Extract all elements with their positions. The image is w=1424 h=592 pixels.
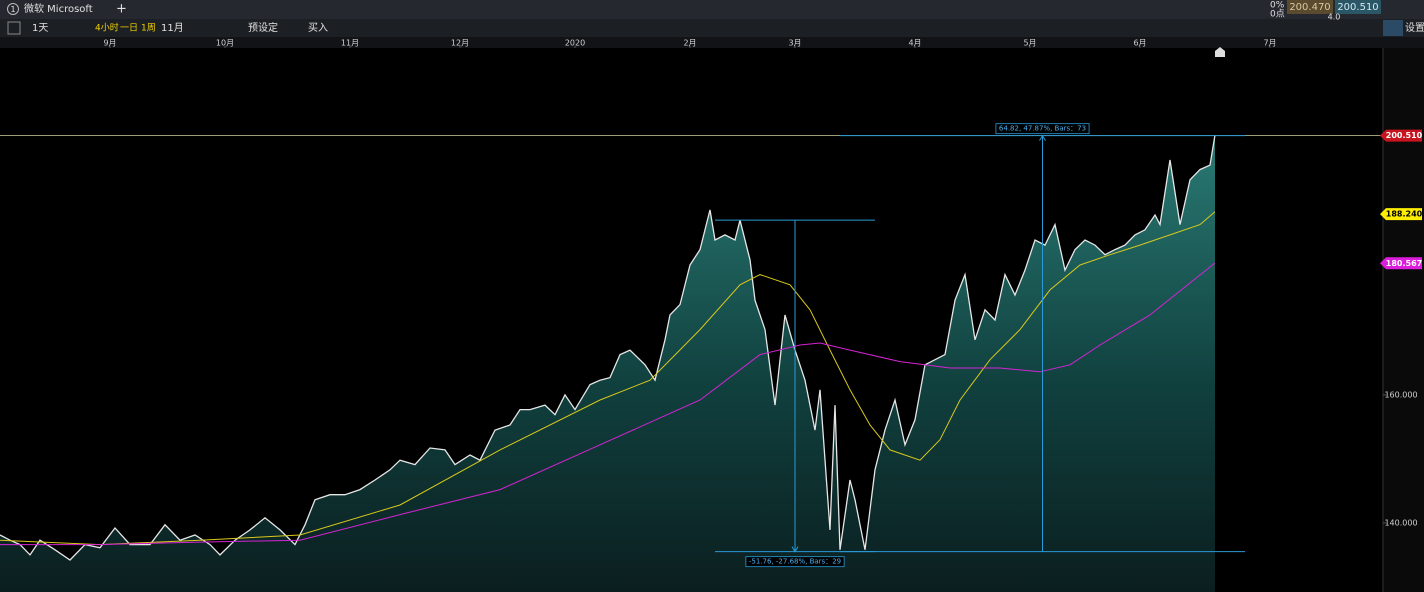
time-axis bbox=[0, 37, 1424, 48]
y-tick-label: 160.000 bbox=[1384, 390, 1417, 399]
price-area bbox=[0, 135, 1215, 592]
series-line bbox=[0, 134, 1216, 561]
add-tab[interactable]: + bbox=[116, 2, 127, 17]
tab-icon bbox=[7, 3, 19, 15]
quick-4h[interactable]: 4小时 bbox=[95, 22, 119, 34]
tab-index: 1 bbox=[10, 5, 15, 14]
price-tag bbox=[1380, 129, 1422, 142]
title-bar bbox=[0, 0, 1424, 19]
quick-week[interactable]: 1周 bbox=[141, 23, 156, 34]
measure-label: -51.76, -27.68%, Bars：29 bbox=[745, 556, 845, 568]
measure-label: 64.82, 47.87%, Bars：73 bbox=[995, 123, 1090, 135]
x-tick-label: 2月 bbox=[683, 39, 696, 48]
measure-arrow bbox=[1039, 134, 1046, 141]
settings[interactable]: 设置 bbox=[1405, 22, 1424, 34]
quick-day[interactable]: 一日 bbox=[120, 23, 138, 34]
range[interactable]: 11月 bbox=[161, 22, 184, 34]
points: 0点 bbox=[1270, 9, 1285, 20]
x-tick-label: 5月 bbox=[1023, 39, 1036, 48]
measure-box bbox=[995, 123, 1090, 135]
active-tool[interactable] bbox=[1383, 20, 1403, 36]
x-tick-label: 6月 bbox=[1133, 39, 1146, 48]
price-tag-label: 188.240 bbox=[1386, 210, 1423, 219]
x-tick-label: 7月 bbox=[1263, 39, 1276, 48]
x-tick-label: 12月 bbox=[451, 39, 469, 48]
price-tag bbox=[1380, 257, 1422, 270]
x-tick-label: 3月 bbox=[788, 39, 801, 48]
series-line bbox=[0, 262, 1216, 546]
price-tag-label: 180.567 bbox=[1386, 259, 1422, 268]
x-tick-label: 9月 bbox=[103, 39, 116, 48]
bid[interactable]: 200.470 bbox=[1289, 2, 1330, 13]
series-line bbox=[0, 211, 1216, 546]
price-tag-label: 200.510 bbox=[1386, 131, 1423, 140]
interval[interactable]: 1天 bbox=[32, 23, 48, 34]
x-tick-label: 4月 bbox=[908, 39, 921, 48]
x-tick-label: 2020 bbox=[565, 39, 585, 48]
ask-box[interactable] bbox=[1335, 0, 1381, 14]
price-tag bbox=[1380, 208, 1422, 221]
spread: 4.0 bbox=[1328, 13, 1341, 22]
x-tick-label: 10月 bbox=[216, 39, 234, 48]
x-tick-label: 11月 bbox=[341, 39, 359, 48]
y-tick-label: 140.000 bbox=[1384, 518, 1417, 527]
measure-text: -51.76, -27.68%, Bars：29 bbox=[749, 558, 841, 566]
buy[interactable]: 买入 bbox=[308, 22, 328, 34]
current-marker bbox=[1215, 47, 1225, 57]
measure-arrow bbox=[791, 546, 799, 553]
bid-box[interactable] bbox=[1287, 0, 1333, 14]
layout-icon[interactable] bbox=[7, 21, 21, 35]
ask[interactable]: 200.510 bbox=[1337, 2, 1378, 13]
change: 0% bbox=[1270, 1, 1285, 11]
price-axis bbox=[1383, 48, 1424, 592]
toolbar bbox=[0, 19, 1424, 37]
preset[interactable]: 预设定 bbox=[248, 21, 278, 34]
measure-text: 64.82, 47.87%, Bars：73 bbox=[999, 125, 1086, 133]
measure-box bbox=[745, 556, 845, 568]
tab-title[interactable]: 微软 Microsoft bbox=[24, 2, 93, 15]
